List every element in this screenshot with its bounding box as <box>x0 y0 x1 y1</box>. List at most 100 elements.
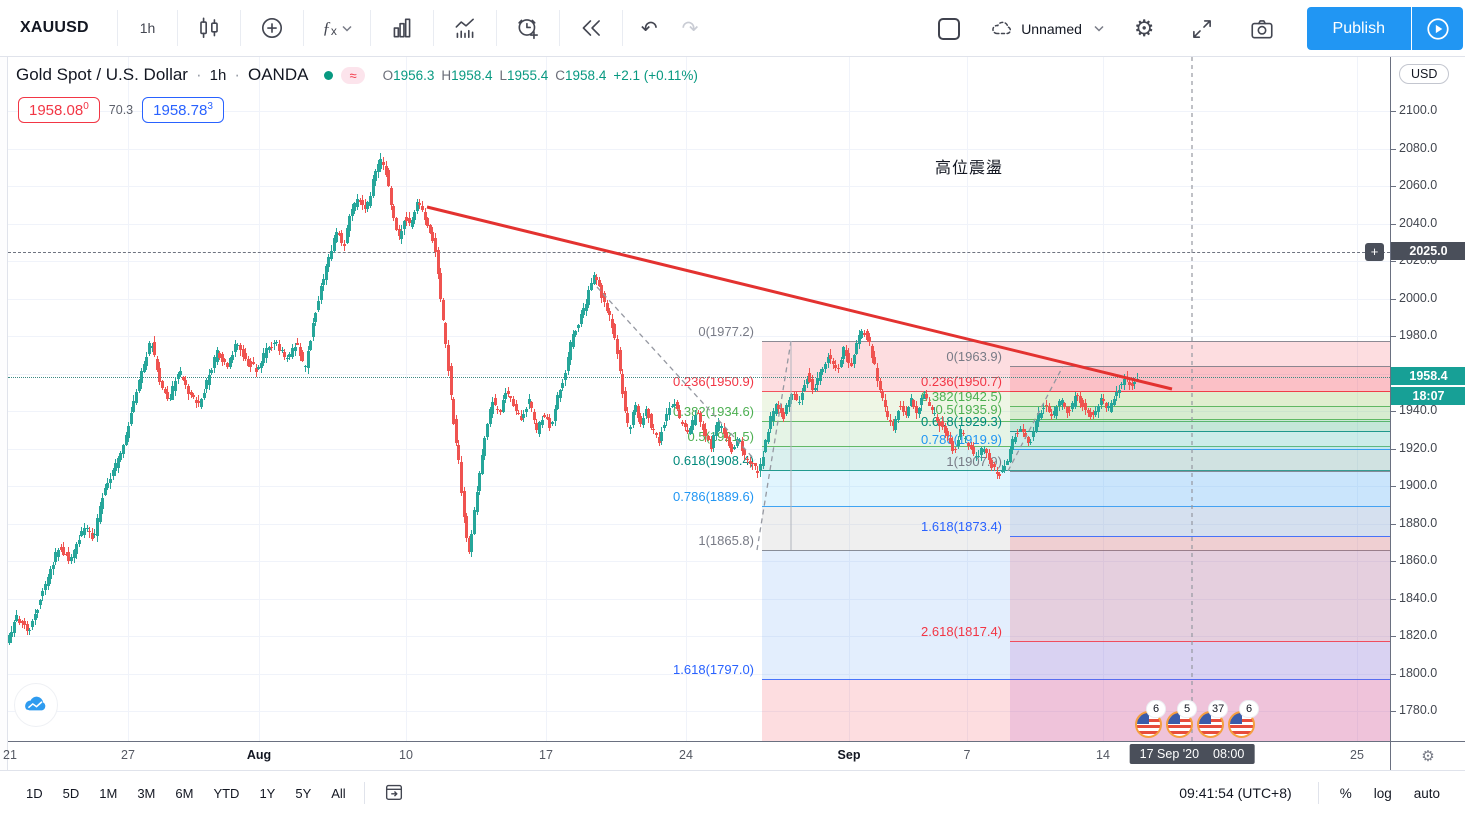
candle <box>917 408 921 415</box>
candle <box>271 342 273 351</box>
candle <box>912 400 916 407</box>
divider <box>303 10 305 46</box>
symbol-button[interactable]: XAUUSD <box>20 19 89 36</box>
bar-style-button[interactable] <box>184 8 234 48</box>
candle <box>418 203 422 205</box>
time-axis-settings[interactable]: ⚙ <box>1390 741 1465 770</box>
us-flag-event-icon[interactable] <box>1197 711 1224 738</box>
candle <box>194 400 198 404</box>
time-label: Sep <box>837 748 861 762</box>
chart-pane[interactable]: 0(1977.2) 0.236(1950.9) 0.382(1934.6) 0.5(1… <box>8 57 1390 741</box>
candle <box>171 386 175 400</box>
auto-scale-button[interactable]: auto <box>1413 785 1440 801</box>
alert-button[interactable] <box>503 8 553 48</box>
candle <box>207 374 211 385</box>
grid-line-h <box>8 111 1390 112</box>
range-button-1m[interactable]: 1M <box>99 785 118 801</box>
candle <box>1089 411 1093 418</box>
collapsed-drawing-toolbar[interactable] <box>0 57 8 815</box>
chevron-down-icon <box>342 25 352 32</box>
event-count-badge: 37 <box>1209 701 1228 717</box>
delayed-data-badge[interactable]: ≈ <box>341 66 365 84</box>
price-tick-mark <box>1391 111 1396 112</box>
range-button-5y[interactable]: 5Y <box>295 785 312 801</box>
go-to-date-button[interactable] <box>375 776 413 811</box>
legend[interactable]: Gold Spot / U.S. Dollar · 1h · OANDA ≈ O… <box>16 65 698 84</box>
candle <box>205 380 209 389</box>
candle <box>1099 397 1103 405</box>
ask-price[interactable]: 1958.783 <box>142 97 224 123</box>
publish-play-button[interactable] <box>1411 7 1463 50</box>
date-range-buttons: 1D 5D 1M 3M 6M YTD 1Y 5Y All <box>0 781 354 806</box>
candle <box>297 337 299 345</box>
candle <box>753 463 757 467</box>
percent-scale-button[interactable]: % <box>1339 785 1352 801</box>
candle <box>8 634 11 644</box>
range-button-3m[interactable]: 3M <box>137 785 156 801</box>
bid-price[interactable]: 1958.080 <box>18 97 100 123</box>
save-layout-button[interactable]: Unnamed <box>982 9 1112 49</box>
candle <box>1069 406 1071 417</box>
candle <box>1097 405 1100 412</box>
candle <box>374 170 378 181</box>
compare-button[interactable] <box>247 8 297 48</box>
candle <box>972 447 976 454</box>
candle <box>132 400 136 412</box>
range-button-1d[interactable]: 1D <box>26 785 43 801</box>
change-value: +2.1 (+0.11%) <box>613 67 698 83</box>
snapshot-button[interactable] <box>1237 9 1287 49</box>
redo-button[interactable]: ↷ <box>681 17 699 40</box>
candle <box>517 413 521 415</box>
time-axis[interactable]: 21 27 Aug 10 17 24 Sep 7 14 25 17 Sep '20 08:00 <box>3 741 1390 770</box>
fib-level-line <box>762 445 1390 447</box>
candle <box>392 205 396 219</box>
alert-price-line <box>8 251 1390 253</box>
fullscreen-button[interactable] <box>1177 9 1227 49</box>
price-tick-label: 1980.0 <box>1399 328 1438 342</box>
candle <box>460 462 463 494</box>
log-scale-button[interactable]: log <box>1373 785 1392 801</box>
bar-replay-button[interactable] <box>566 8 616 48</box>
add-alert-plus-button[interactable]: + <box>1365 242 1384 261</box>
candle <box>343 244 346 247</box>
range-button-all[interactable]: All <box>331 785 346 801</box>
grid-line-h <box>8 636 1390 637</box>
fib-level-line <box>1010 640 1390 642</box>
candle <box>1112 398 1116 405</box>
candle <box>894 419 898 430</box>
price-tick-mark <box>1391 561 1396 562</box>
legend-interval: 1h <box>209 66 227 84</box>
range-button-ytd[interactable]: YTD <box>213 785 240 801</box>
candle <box>829 355 833 359</box>
candle <box>1029 441 1033 444</box>
range-button-5d[interactable]: 5D <box>62 785 80 801</box>
range-button-6m[interactable]: 6M <box>175 785 194 801</box>
price-axis[interactable]: USD 2100.0 2080.0 2060.0 2040.0 2020.0 2000.0… <box>1390 57 1465 741</box>
undo-button[interactable]: ↶ <box>640 17 658 40</box>
interval-button[interactable]: 1h <box>139 20 156 36</box>
grid-line-h <box>8 711 1390 712</box>
candle <box>746 458 749 460</box>
candle <box>89 527 91 538</box>
currency-toggle[interactable]: USD <box>1399 64 1450 84</box>
candle <box>252 362 255 365</box>
candle <box>668 407 671 416</box>
layout-select-button[interactable] <box>926 9 972 49</box>
candle <box>623 391 627 411</box>
timezone-clock[interactable]: 09:41:54 (UTC+8) <box>1179 785 1292 801</box>
candle <box>545 417 549 419</box>
forecast-button[interactable] <box>440 8 490 48</box>
candle <box>246 358 250 366</box>
range-button-1y[interactable]: 1Y <box>259 785 276 801</box>
text-annotation[interactable]: 高位震盪 <box>935 160 1004 177</box>
candle <box>995 472 999 475</box>
chart-settings-button[interactable]: ⚙ <box>1133 15 1155 41</box>
indicator-templates-button[interactable] <box>377 8 427 48</box>
candle <box>1081 400 1085 408</box>
candle <box>436 250 440 275</box>
candle <box>272 343 276 345</box>
price-tick-label: 1800.0 <box>1399 665 1438 680</box>
price-tick-label: 1880.0 <box>1399 515 1438 530</box>
publish-button[interactable]: Publish <box>1306 7 1411 50</box>
